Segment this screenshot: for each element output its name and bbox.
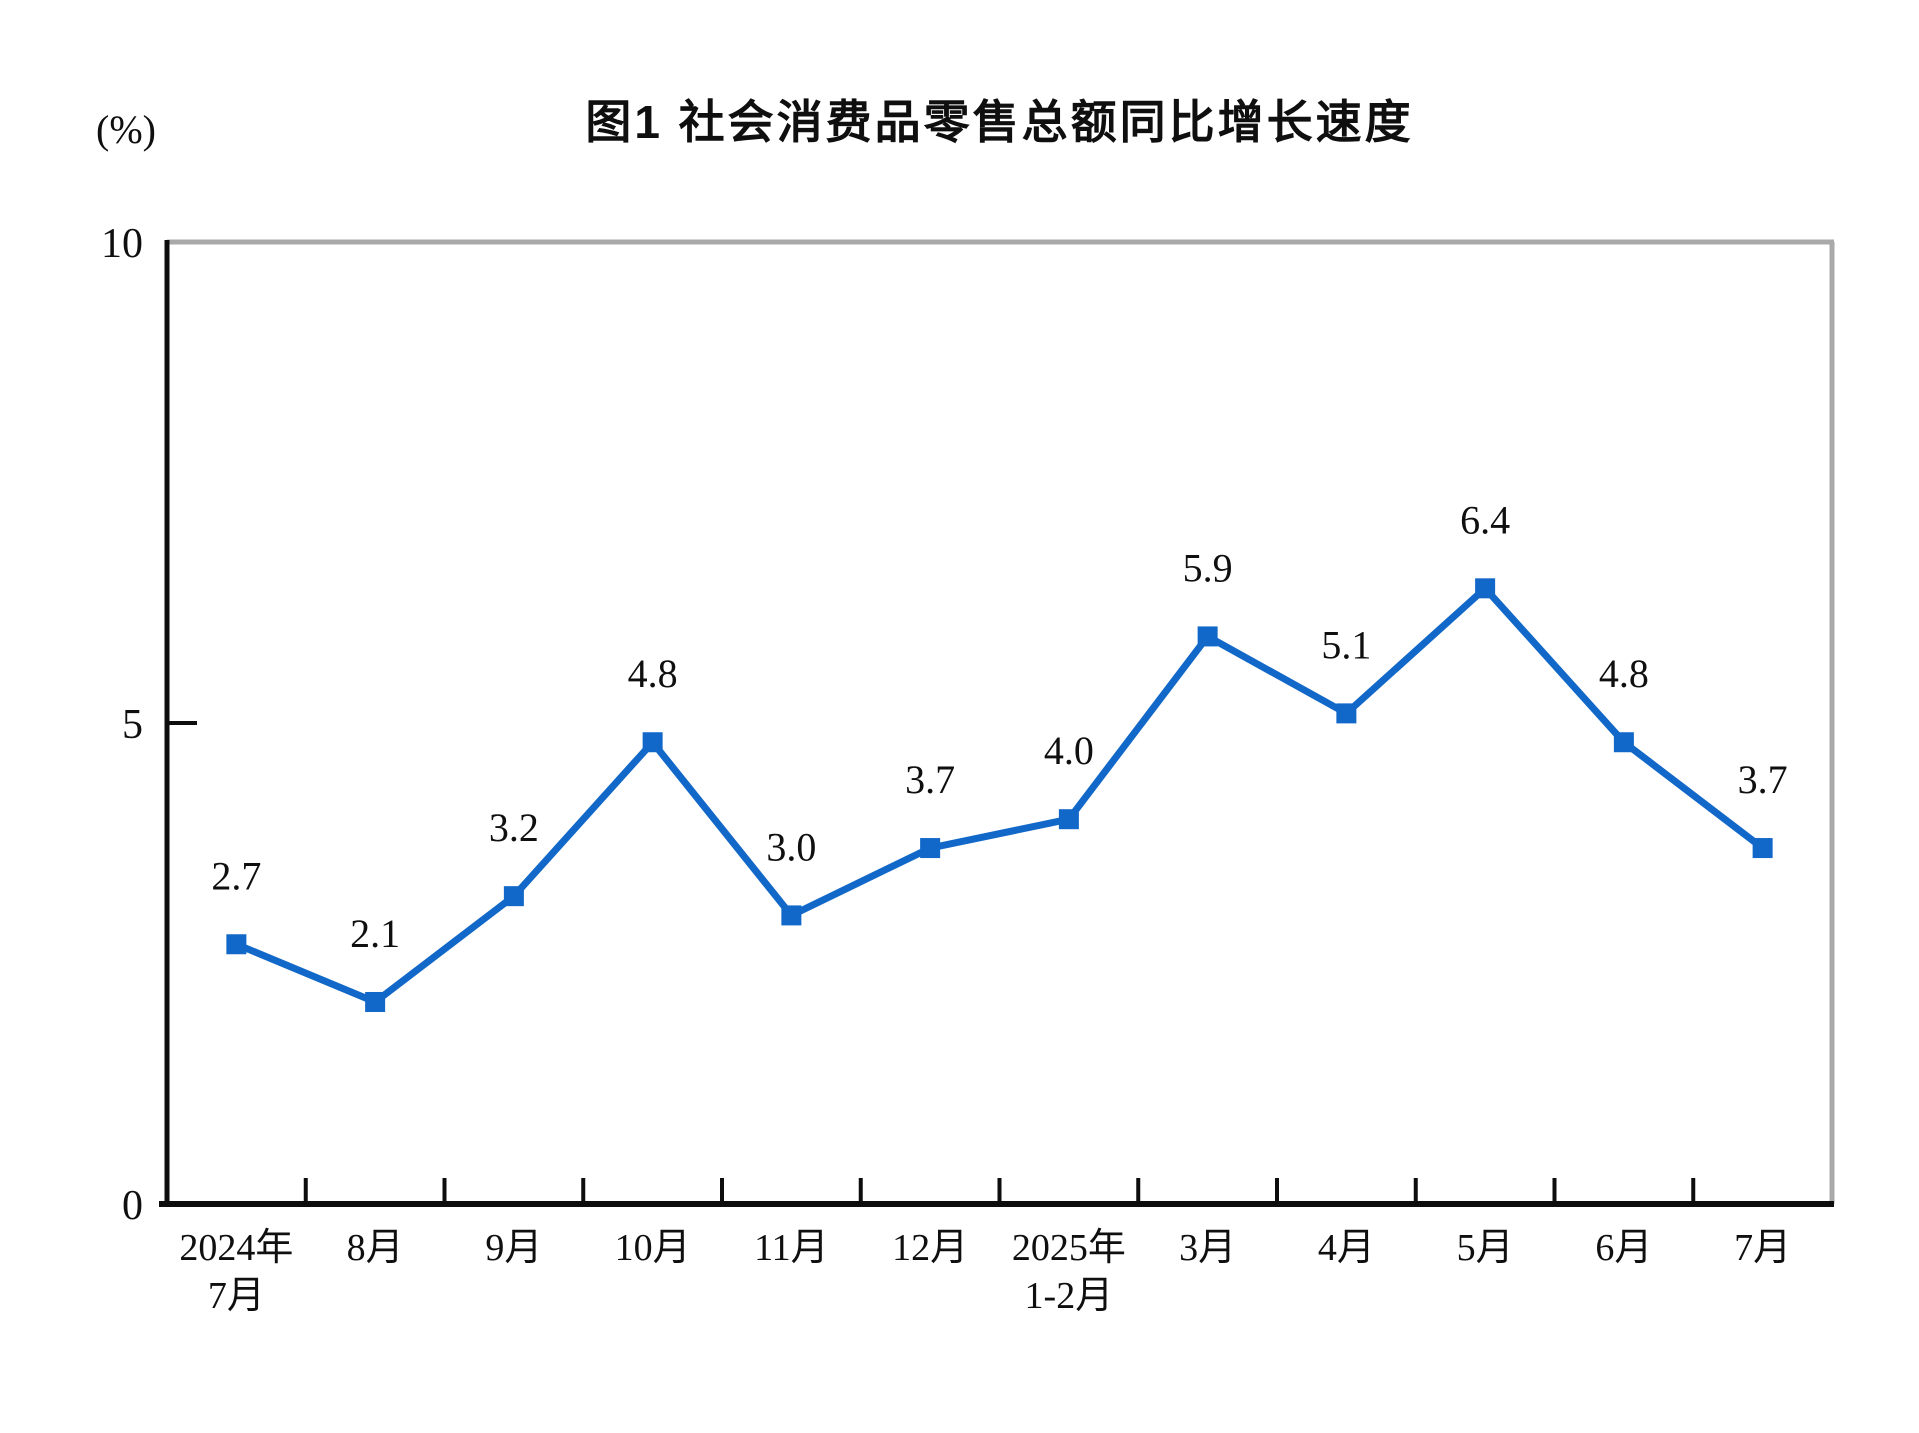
- data-point-label: 3.2: [489, 805, 539, 850]
- data-point-label: 2.7: [211, 853, 261, 898]
- data-point-marker: [365, 991, 386, 1012]
- data-point-label: 3.0: [766, 824, 816, 869]
- x-axis-category-label: 10月: [615, 1227, 691, 1269]
- x-axis-category-label: 3月: [1179, 1227, 1236, 1269]
- data-point-label: 5.1: [1321, 622, 1371, 667]
- x-axis-category-label: 7月: [1734, 1227, 1791, 1269]
- x-axis-category-label: 4月: [1318, 1227, 1375, 1269]
- y-axis-tick-label: 0: [122, 1183, 143, 1229]
- data-point-label: 4.8: [628, 651, 678, 696]
- data-point-marker: [1613, 732, 1634, 753]
- data-point-marker: [226, 934, 247, 955]
- x-axis-category-label: 5月: [1457, 1227, 1514, 1269]
- y-axis-unit-label: (%): [96, 107, 156, 152]
- x-axis-category-label: 11月: [754, 1227, 829, 1269]
- data-point-marker: [920, 838, 941, 859]
- data-point-marker: [1336, 703, 1357, 724]
- data-point-label: 5.9: [1183, 545, 1233, 590]
- data-point-marker: [781, 905, 802, 926]
- data-point-marker: [642, 732, 663, 753]
- series-line: [235, 583, 1765, 1006]
- x-axis-category-label: 6月: [1595, 1227, 1652, 1269]
- data-point-marker: [1752, 838, 1773, 859]
- x-axis-category-label: 12月: [892, 1227, 968, 1269]
- y-axis-tick-label: 5: [122, 702, 143, 748]
- data-point-marker: [503, 886, 524, 907]
- data-point-label: 4.0: [1044, 728, 1094, 773]
- y-axis-tick-label: 10: [101, 221, 143, 267]
- chart-title: 图1 社会消费品零售总额同比增长速度: [585, 96, 1414, 148]
- data-point-label: 3.7: [1738, 757, 1788, 802]
- data-point-label: 6.4: [1460, 497, 1510, 542]
- data-point-label: 2.1: [350, 911, 400, 956]
- data-point-label: 3.7: [905, 757, 955, 802]
- data-point-label: 4.8: [1599, 651, 1649, 696]
- data-point-marker: [1197, 626, 1218, 647]
- data-point-marker: [1475, 578, 1496, 599]
- x-axis-category-label: 2024年 7月: [179, 1227, 293, 1317]
- x-axis-category-label: 2025年 1-2月: [1012, 1227, 1126, 1317]
- data-point-marker: [1058, 809, 1079, 830]
- x-axis-category-label: 9月: [485, 1227, 542, 1269]
- x-axis-category-label: 8月: [347, 1227, 404, 1269]
